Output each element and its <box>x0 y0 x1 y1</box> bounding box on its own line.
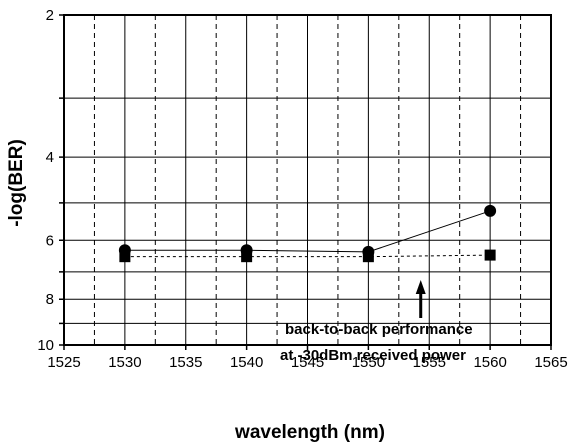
y-axis-ticks: 2 4 6 8 10 <box>37 7 64 354</box>
x-axis-title: wavelength (nm) <box>234 422 385 443</box>
y-axis-title: -log(BER) <box>6 139 27 227</box>
x-tick-label: 1540 <box>230 354 263 371</box>
series-2-point <box>362 251 374 263</box>
series-1-point <box>484 204 497 217</box>
x-tick-label: 1525 <box>47 354 80 371</box>
y-tick-label: 8 <box>46 291 54 308</box>
x-tick-label: 1555 <box>413 354 446 371</box>
x-tick-label: 1560 <box>473 354 506 371</box>
series-2-point <box>119 251 131 263</box>
grid <box>64 15 551 345</box>
series-2-line <box>124 254 491 258</box>
annotation-line-2: at -30dBm received power <box>280 347 466 364</box>
x-axis-ticks: 1525 1530 1535 1540 1545 1550 1555 1560 1565 <box>47 345 568 371</box>
x-tick-label: 1535 <box>169 354 202 371</box>
series-layer <box>118 204 497 263</box>
x-tick-label: 1530 <box>108 354 141 371</box>
series-1-line <box>124 210 491 253</box>
y-tick-label: 10 <box>37 337 54 354</box>
y-tick-label: 6 <box>46 232 54 249</box>
series-2-point <box>241 251 253 263</box>
x-tick-label: 1545 <box>291 354 324 371</box>
x-tick-label: 1550 <box>352 354 385 371</box>
annotation: back-to-back performance at -30dBm recei… <box>280 280 473 364</box>
x-tick-label: 1565 <box>534 354 567 371</box>
y-tick-label: 4 <box>46 149 54 166</box>
series-2-point <box>484 249 496 261</box>
annotation-line-1: back-to-back performance <box>285 321 473 338</box>
y-tick-label: 2 <box>46 7 54 24</box>
annotation-arrow-head <box>415 280 426 294</box>
